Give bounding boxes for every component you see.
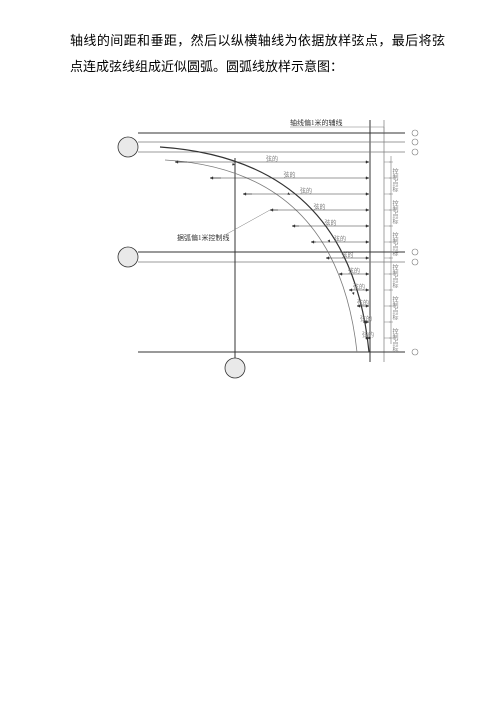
svg-text:控制点标: 控制点标 xyxy=(391,167,398,193)
svg-text:控制点标: 控制点标 xyxy=(391,295,398,321)
svg-text:控制点标: 控制点标 xyxy=(391,231,398,257)
body-paragraph: 轴线的间距和垂距，然后以纵横轴线为依据放样弦点，最后将弦点连成弦线组成近似圆弧。… xyxy=(70,28,445,80)
svg-text:弦的: 弦的 xyxy=(348,267,360,275)
svg-text:弦的: 弦的 xyxy=(353,283,365,291)
svg-text:弦的: 弦的 xyxy=(314,203,326,211)
svg-text:弦的: 弦的 xyxy=(334,235,346,243)
svg-text:弦的: 弦的 xyxy=(300,187,312,195)
svg-text:弦的: 弦的 xyxy=(360,315,372,323)
svg-text:据弧偏1米控制线: 据弧偏1米控制线 xyxy=(177,233,230,242)
svg-text:弦的: 弦的 xyxy=(284,171,296,179)
svg-text:弦的: 弦的 xyxy=(362,331,374,339)
svg-text:弦的: 弦的 xyxy=(325,219,337,227)
svg-text:弦的: 弦的 xyxy=(357,299,369,307)
svg-text:弦的: 弦的 xyxy=(342,251,354,259)
svg-text:弦的: 弦的 xyxy=(266,155,278,163)
svg-text:轴线偏1米的辅线: 轴线偏1米的辅线 xyxy=(290,118,343,127)
svg-text:控制点标: 控制点标 xyxy=(391,327,398,353)
svg-text:控制点标: 控制点标 xyxy=(391,263,398,289)
arc-layout-diagram: 弦的弦的弦的弦的弦的弦的弦的弦的弦的弦的弦的弦的控制点标控制点标控制点标控制点标… xyxy=(105,100,445,380)
svg-text:控制点标: 控制点标 xyxy=(391,199,398,225)
